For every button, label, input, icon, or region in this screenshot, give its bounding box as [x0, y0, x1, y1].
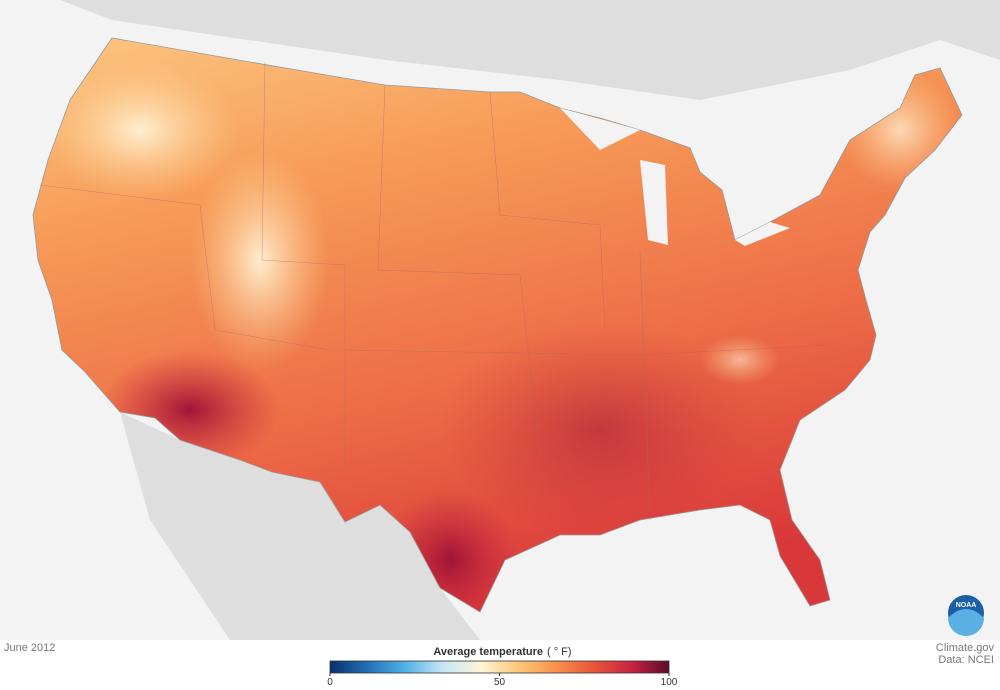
- credit: Climate.gov: [936, 642, 995, 654]
- state-borders: [39, 61, 831, 521]
- tick-label: 100: [661, 677, 678, 688]
- mexico-land: [120, 412, 480, 640]
- source: Data: NCEI: [938, 654, 994, 666]
- great-lakes: [560, 108, 790, 246]
- legend-unit: ( ° F): [547, 646, 572, 658]
- legend-title: Average temperature: [433, 646, 543, 658]
- tick-label: 50: [494, 677, 506, 688]
- colorbar: [329, 660, 670, 674]
- logo-text: NOAA: [956, 602, 977, 609]
- noaa-logo: NOAA: [948, 595, 984, 636]
- tick-label: 0: [327, 677, 333, 688]
- canada-land: [0, 0, 1000, 100]
- date-label: June 2012: [4, 642, 55, 654]
- legend: 0 50 100: [327, 660, 678, 688]
